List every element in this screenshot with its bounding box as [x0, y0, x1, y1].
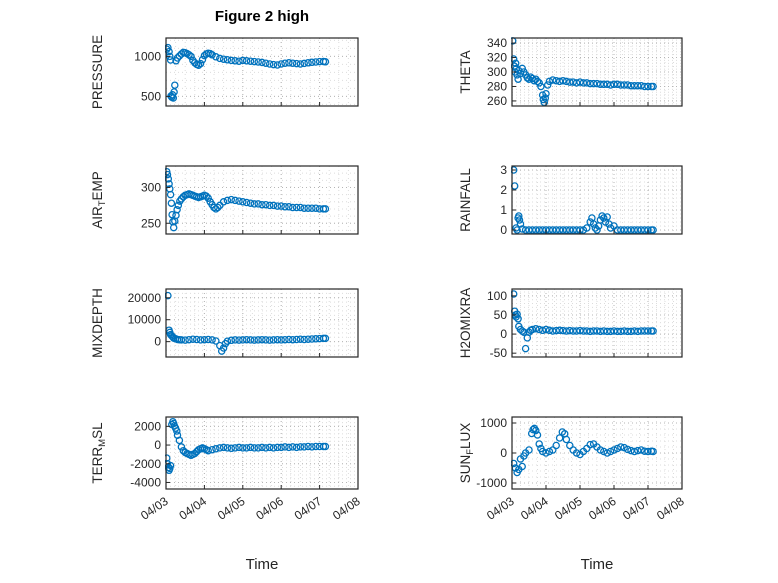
ticks: -50 0 50 100: [487, 289, 683, 360]
y-axis-label-rainfall: RAINFALL: [458, 168, 473, 232]
y-tick-label: 250: [141, 216, 161, 230]
grid: [165, 417, 359, 489]
x-tick-label: 04/04: [518, 494, 551, 523]
y-tick-label: -50: [490, 346, 508, 360]
y-tick-label: 0: [154, 335, 161, 349]
axes-box: [511, 288, 683, 358]
y-tick-label: 260: [487, 94, 507, 108]
axes-box: [511, 165, 683, 235]
scatter-points: [511, 166, 657, 234]
grid: [511, 38, 683, 106]
y-tick-label: 1000: [480, 416, 507, 430]
ticks: 250 300: [141, 180, 359, 234]
axes-box: [165, 288, 359, 358]
scatter-points: [511, 424, 657, 477]
x-tick-label: 04/06: [586, 494, 619, 523]
subplot-sun_flux: 04/03 04/04 04/05 04/06 04/07 04/08 -1000 0 1000…: [458, 416, 687, 523]
y-tick-label: 320: [487, 51, 507, 65]
axes-box: [165, 416, 359, 490]
y-tick-label: -1000: [476, 476, 507, 490]
y-tick-label: 280: [487, 79, 507, 93]
y-tick-label: 2: [500, 183, 507, 197]
grid: [165, 165, 359, 234]
figure-title: Figure 2 high: [214, 8, 310, 25]
y-axis-label-pressure: PRESSURE: [90, 35, 105, 109]
y-tick-label: 300: [487, 65, 507, 79]
x-tick-label: 04/07: [292, 494, 325, 523]
y-tick-label: 20000: [128, 291, 162, 305]
x-tick-label: 04/03: [138, 494, 171, 523]
y-tick-label: 500: [141, 89, 161, 103]
axes-box: [165, 165, 359, 235]
scatter-points: [511, 37, 657, 107]
x-tick-label: 04/08: [330, 494, 363, 523]
ticks: 04/03 04/04 04/05 04/06 04/07 04/08 -1000 0 1000: [476, 416, 687, 523]
x-axis-label-left: Time: [245, 556, 279, 573]
scatter-points: [165, 417, 330, 475]
y-tick-label: 0: [500, 446, 507, 460]
y-tick-label: 100: [487, 289, 507, 303]
y-axis-label-theta: THETA: [458, 50, 473, 93]
axes-box: [165, 37, 359, 107]
subplot-pressure: 500 1000 PRESSURE: [90, 35, 359, 109]
subplot-rainfall: 0 1 2 3 RAINFALL: [458, 163, 683, 237]
x-tick-label: 04/06: [253, 494, 286, 523]
grid: [165, 38, 359, 106]
scatter-points: [165, 167, 330, 232]
y-tick-label: 340: [487, 36, 507, 50]
subplot-air_temp: 250 300 AIRTEMP: [90, 165, 359, 235]
y-tick-label: 1000: [134, 49, 161, 63]
subplot-terr_msl: 04/03 04/04 04/05 04/06 04/07 04/08 -4000 -2000…: [90, 416, 363, 523]
y-tick-label: 2000: [134, 419, 161, 433]
ticks: 500 1000: [134, 49, 359, 106]
y-tick-label: -4000: [130, 475, 161, 489]
x-tick-label: 04/05: [215, 494, 248, 523]
y-axis-label-mixdepth: MIXDEPTH: [90, 288, 105, 358]
y-axis-label-sun_flux: SUNFLUX: [458, 423, 476, 484]
y-tick-label: 0: [500, 223, 507, 237]
y-tick-label: 50: [494, 308, 508, 322]
scatter-points: [165, 43, 330, 102]
ticks: 0 10000 20000: [128, 291, 359, 357]
y-tick-label: 0: [500, 327, 507, 341]
x-tick-label: 04/07: [620, 494, 653, 523]
ticks: 0 1 2 3: [500, 163, 683, 237]
subplot-mixdepth: 0 10000 20000 MIXDEPTH: [90, 288, 359, 358]
y-tick-label: -2000: [130, 457, 161, 471]
x-tick-label: 04/05: [552, 494, 585, 523]
grid: [165, 288, 359, 357]
x-tick-label: 04/04: [176, 494, 209, 523]
grid: [511, 289, 683, 358]
y-tick-label: 0: [154, 438, 161, 452]
x-tick-label: 04/03: [484, 494, 517, 523]
y-tick-label: 3: [500, 163, 507, 177]
y-tick-label: 300: [141, 180, 161, 194]
y-axis-label-terr_msl: TERRMSL: [90, 422, 108, 484]
x-axis-label-right: Time: [580, 556, 614, 573]
y-tick-label: 1: [500, 203, 507, 217]
y-axis-label-air_temp: AIRTEMP: [90, 171, 108, 229]
scatter-points: [165, 291, 330, 355]
scatter-points: [511, 290, 657, 353]
subplot-h2omixra: -50 0 50 100 H2OMIXRA: [458, 288, 683, 360]
x-tick-label: 04/08: [654, 494, 687, 523]
y-axis-label-h2omixra: H2OMIXRA: [458, 288, 473, 359]
y-tick-label: 10000: [128, 313, 162, 327]
